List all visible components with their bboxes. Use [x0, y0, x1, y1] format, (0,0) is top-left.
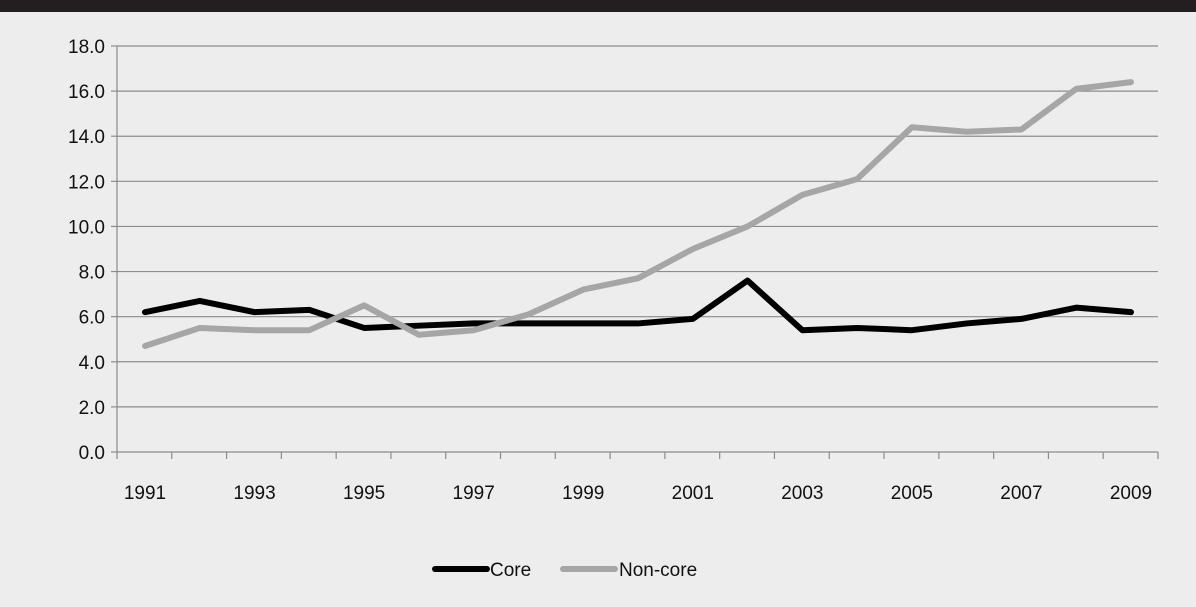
x-tick-label: 1995	[343, 483, 385, 504]
y-tick-label: 12.0	[68, 172, 105, 193]
y-tick-label: 2.0	[79, 398, 105, 419]
x-tick-label: 1997	[453, 483, 495, 504]
y-axis-ticks: 0.0 2.0 4.0 6.0 8.0 10.0 12.0 14.0 16.0 18.0	[68, 37, 105, 464]
x-tick-label: 2005	[891, 483, 933, 504]
series-line-core	[142, 277, 1134, 334]
legend-label-non-core: Non-core	[619, 560, 697, 581]
x-tick-label: 2007	[1000, 483, 1042, 504]
axes	[111, 45, 1159, 459]
series-lines	[142, 79, 1134, 349]
y-tick-label: 10.0	[68, 217, 105, 238]
y-tick-label: 18.0	[68, 37, 105, 58]
legend: Core Non-core	[432, 560, 697, 581]
y-tick-label: 16.0	[68, 82, 105, 103]
top-bar	[0, 0, 1196, 12]
x-tick-label: 1993	[233, 483, 275, 504]
legend-label-core: Core	[490, 560, 531, 581]
y-tick-label: 6.0	[79, 308, 105, 329]
x-axis-ticks: 1991 1993 1995 1997 1999 2001 2003 2005 2007 2009	[124, 483, 1152, 504]
x-tick-label: 1991	[124, 483, 166, 504]
y-tick-label: 8.0	[79, 263, 105, 284]
y-tick-label: 4.0	[79, 353, 105, 374]
x-tick-label: 2001	[672, 483, 714, 504]
series-line-non-core	[142, 79, 1134, 349]
x-tick-label: 1999	[562, 483, 604, 504]
y-tick-label: 0.0	[79, 443, 105, 464]
x-tick-label: 2003	[781, 483, 823, 504]
grid-lines	[117, 45, 1158, 408]
y-tick-label: 14.0	[68, 127, 105, 148]
x-tick-label: 2009	[1110, 483, 1152, 504]
